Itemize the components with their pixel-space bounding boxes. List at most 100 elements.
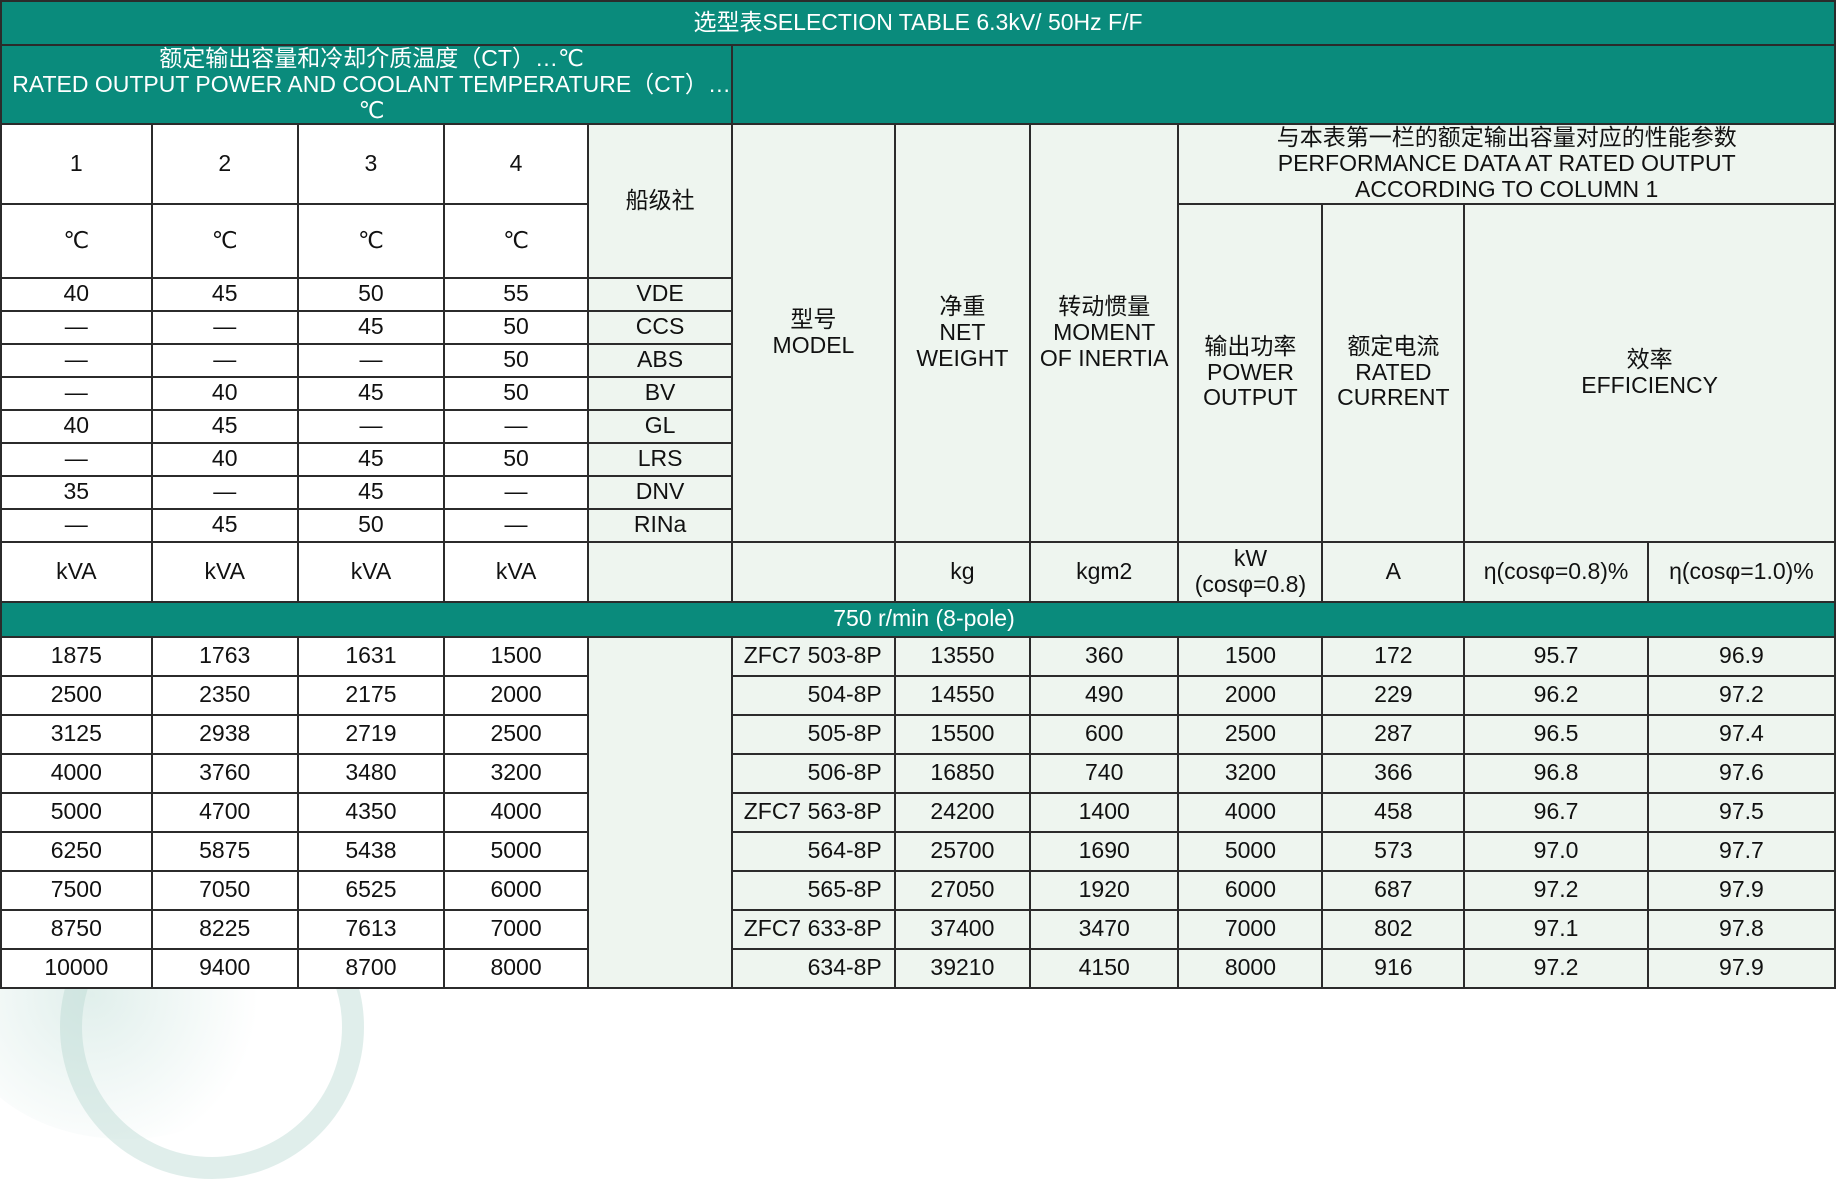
kva-col3: 1631: [296, 635, 446, 677]
power-output-value: 8000: [1177, 947, 1324, 989]
net-weight-value: 27050: [893, 869, 1032, 911]
unit-rated-current: A: [1321, 540, 1466, 603]
moment-of-inertia-header-cn: 转动惯量: [1058, 293, 1151, 320]
efficiency-10-value: 97.9: [1646, 869, 1836, 911]
rated-current-value: 573: [1321, 830, 1466, 872]
efficiency-10-value: 97.2: [1646, 674, 1836, 716]
ct-value: 40: [150, 441, 299, 477]
net-weight-header-en1: NET: [939, 319, 986, 345]
units-row: kVA kVA kVA kVA kg kgm2 kW (cosφ=0.8) A …: [0, 540, 1836, 603]
class-society-row: — 45 50 — RINa: [0, 507, 1835, 543]
model-value: 505-8P: [731, 713, 896, 755]
ct-value: 40: [150, 375, 299, 411]
rated-current-header-en2: CURRENT: [1337, 384, 1450, 411]
ct-value: 45: [296, 309, 446, 345]
ct-value: 45: [150, 507, 299, 543]
kva-col3: 8700: [296, 947, 446, 989]
ct-value: 45: [296, 441, 446, 477]
class-society-header: 船级社: [587, 123, 734, 279]
power-output-value: 4000: [1177, 791, 1324, 833]
class-society-row: — 40 45 50 BV: [0, 375, 1835, 411]
net-weight-header: 净重 NET WEIGHT: [893, 123, 1032, 543]
kva-col4: 5000: [443, 830, 590, 872]
class-society-row: — — — 50 ABS: [0, 342, 1835, 378]
power-output-value: 5000: [1177, 830, 1324, 872]
title-row: 选型表SELECTION TABLE 6.3kV/ 50Hz F/F: [0, 0, 1836, 46]
model-header: 型号 MODEL: [731, 123, 896, 543]
efficiency-08-value: 95.7: [1463, 635, 1649, 677]
degree-unit-3: ℃: [296, 202, 446, 279]
column-number-row: 1 2 3 4 船级社 型号 MODEL 净重 NET WEIGHT 转动惯量 …: [0, 123, 1836, 543]
degree-unit-2: ℃: [150, 202, 299, 279]
unit-power-output-line1: kW: [1233, 544, 1268, 571]
ct-value: 50: [296, 507, 446, 543]
unit-power-output: kW (cosφ=0.8): [1177, 540, 1324, 603]
unit-kva-4: kVA: [443, 540, 590, 603]
rated-current-header-cn: 额定电流: [1347, 332, 1440, 359]
kva-col1: 6250: [0, 830, 153, 872]
kva-col3: 5438: [296, 830, 446, 872]
moment-of-inertia-header-en2: OF INERTIA: [1039, 344, 1169, 371]
rated-current-value: 172: [1321, 635, 1466, 677]
kva-col2: 2350: [150, 674, 299, 716]
kva-col1: 2500: [0, 674, 153, 716]
ct-value: —: [0, 342, 153, 378]
net-weight-value: 24200: [893, 791, 1032, 833]
rated-output-header-cn: 额定输出容量和冷却介质温度（CT）…℃: [159, 45, 584, 71]
degree-unit-1: ℃: [0, 202, 153, 279]
moment-of-inertia-header: 转动惯量 MOMENT OF INERTIA: [1028, 123, 1180, 543]
efficiency-10-value: 97.8: [1646, 908, 1836, 950]
power-output-value: 2500: [1177, 713, 1324, 755]
rated-output-header: 额定输出容量和冷却介质温度（CT）…℃ RATED OUTPUT POWER A…: [0, 43, 734, 126]
kva-col3: 2175: [296, 674, 446, 716]
kva-col4: 3200: [443, 752, 590, 794]
efficiency-08-value: 96.8: [1463, 752, 1649, 794]
model-value: 564-8P: [731, 830, 896, 872]
kva-col2: 2938: [150, 713, 299, 755]
kva-col2: 9400: [150, 947, 299, 989]
model-value: 504-8P: [731, 674, 896, 716]
rated-current-header: 额定电流 RATED CURRENT: [1321, 202, 1466, 543]
kva-col4: 6000: [443, 869, 590, 911]
performance-group-header: 与本表第一栏的额定输出容量对应的性能参数 PERFORMANCE DATA AT…: [1177, 123, 1836, 205]
net-weight-value: 13550: [893, 635, 1032, 677]
rated-current-value: 916: [1321, 947, 1466, 989]
kva-col4: 4000: [443, 791, 590, 833]
ct-value: 35: [0, 474, 153, 510]
rated-current-value: 687: [1321, 869, 1466, 911]
class-society-row: 40 45 — — GL: [0, 408, 1835, 444]
degree-unit-row: ℃ ℃ ℃ ℃ 输出功率 POWER OUTPUT 额定电流 RATED CUR…: [0, 202, 1836, 543]
efficiency-08-value: 96.7: [1463, 791, 1649, 833]
section-label: 750 r/min (8-pole): [0, 600, 1836, 638]
kva-col3: 4350: [296, 791, 446, 833]
efficiency-08-value: 97.0: [1463, 830, 1649, 872]
class-society-name: ABS: [587, 342, 734, 378]
unit-society-blank: [587, 540, 734, 603]
ct-value: —: [443, 408, 590, 444]
net-weight-value: 14550: [893, 674, 1032, 716]
ct-value: 40: [0, 276, 153, 312]
ct-value: 50: [443, 309, 590, 345]
ct-value: —: [296, 408, 446, 444]
efficiency-08-value: 97.2: [1463, 947, 1649, 989]
table-row: 4000 3760 3480 3200 506-8P 16850 740 320…: [0, 752, 1836, 794]
kva-col2: 8225: [150, 908, 299, 950]
kva-col1: 5000: [0, 791, 153, 833]
header-blank-teal: [731, 43, 1836, 126]
net-weight-header-cn: 净重: [939, 293, 986, 320]
ct-value: —: [443, 474, 590, 510]
column-number-3: 3: [296, 123, 446, 205]
kva-col1: 1875: [0, 635, 153, 677]
net-weight-value: 25700: [893, 830, 1032, 872]
column-number-1: 1: [0, 123, 153, 205]
class-society-row: 35 — 45 — DNV: [0, 474, 1835, 510]
moment-of-inertia-value: 740: [1028, 752, 1180, 794]
efficiency-08-value: 96.5: [1463, 713, 1649, 755]
unit-model-blank: [731, 540, 896, 603]
column-number-2: 2: [150, 123, 299, 205]
net-weight-value: 39210: [893, 947, 1032, 989]
rated-current-header-en1: RATED: [1355, 358, 1432, 385]
kva-col4: 2000: [443, 674, 590, 716]
model-value: ZFC7 563-8P: [731, 791, 896, 833]
